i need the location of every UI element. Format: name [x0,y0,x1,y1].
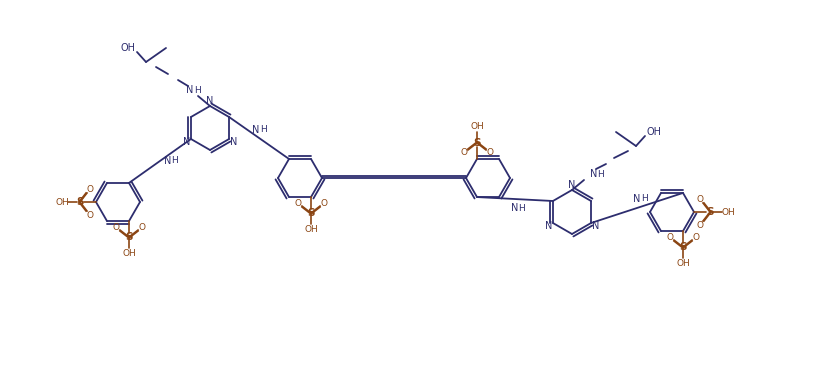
Text: OH: OH [470,122,484,131]
Text: OH: OH [304,225,318,233]
Text: O: O [696,195,704,204]
Text: O: O [692,233,700,242]
Text: H: H [194,85,200,94]
Text: S: S [76,197,84,207]
Text: N: N [511,203,519,213]
Text: O: O [139,222,145,232]
Text: N: N [592,221,599,231]
Text: N: N [206,96,214,106]
Text: H: H [259,125,267,134]
Text: S: S [679,242,686,252]
Text: OH: OH [122,249,136,258]
Text: N: N [165,156,172,166]
Text: N: N [590,169,597,179]
Text: O: O [321,199,327,208]
Text: N: N [545,221,553,231]
Text: N: N [186,85,194,95]
Text: N: N [568,180,576,190]
Text: OH: OH [55,198,69,206]
Text: OH: OH [721,208,735,216]
Text: H: H [519,204,525,212]
Text: OH: OH [120,43,135,53]
Text: N: N [183,137,190,147]
Text: N: N [253,125,260,135]
Text: S: S [706,207,714,217]
Text: O: O [486,148,494,158]
Text: S: S [307,208,315,218]
Text: O: O [294,199,302,208]
Text: S: S [473,138,481,148]
Text: S: S [125,232,133,242]
Text: N: N [229,137,237,147]
Text: O: O [696,221,704,229]
Text: OH: OH [647,127,661,137]
Text: O: O [86,185,94,194]
Text: N: N [633,194,641,204]
Text: H: H [641,195,647,204]
Text: O: O [112,222,120,232]
Text: O: O [86,211,94,219]
Text: H: H [597,169,604,178]
Text: O: O [666,233,673,242]
Text: OH: OH [676,259,690,268]
Text: O: O [460,148,468,158]
Text: H: H [171,157,179,165]
